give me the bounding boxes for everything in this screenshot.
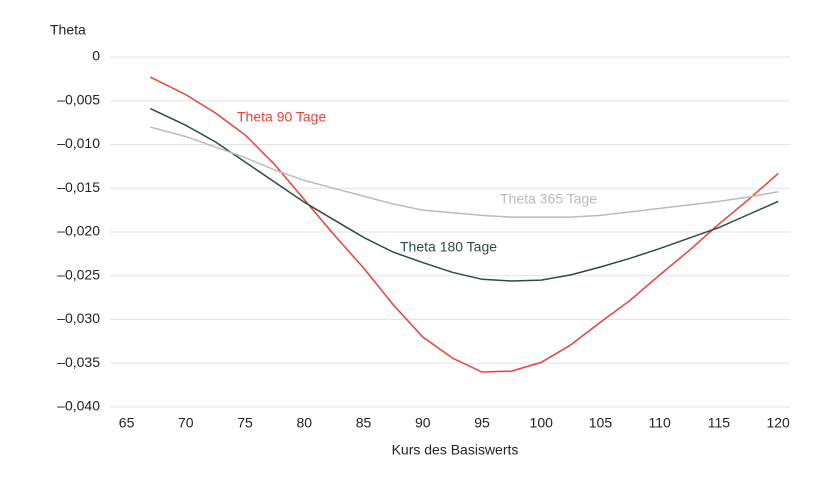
x-tick-label: 80 — [296, 415, 312, 431]
y-tick-label: –0,025 — [57, 266, 100, 282]
y-tick-label: –0,020 — [57, 223, 100, 239]
x-tick-label: 95 — [474, 415, 490, 431]
x-tick-label: 90 — [415, 415, 431, 431]
y-tick-label: –0,030 — [57, 310, 100, 326]
y-tick-label: –0,005 — [57, 91, 100, 107]
series-label: Theta 365 Tage — [500, 191, 597, 207]
y-tick-label: 0 — [92, 48, 100, 64]
line — [150, 126, 779, 218]
line — [149, 107, 779, 282]
x-tick-label: 110 — [649, 415, 672, 431]
y-tick-label: –0,040 — [57, 398, 100, 414]
y-tick-label: –0,010 — [57, 135, 100, 151]
x-tick-label: 100 — [530, 415, 554, 431]
x-axis-label: Kurs des Basiswerts — [392, 442, 519, 458]
x-tick-label: 120 — [766, 415, 790, 431]
x-tick-label: 75 — [237, 415, 253, 431]
x-tick-label: 115 — [708, 415, 731, 431]
x-tick-label: 65 — [119, 415, 135, 431]
y-axis-label: Theta — [50, 22, 86, 38]
x-tick-label: 105 — [589, 415, 613, 431]
line — [149, 76, 779, 373]
y-tick-label: –0,015 — [57, 179, 100, 195]
x-tick-label: 85 — [356, 415, 372, 431]
y-tick-label: –0,035 — [57, 354, 100, 370]
x-tick-label: 70 — [178, 415, 194, 431]
series-label: Theta 90 Tage — [237, 109, 326, 125]
series-label: Theta 180 Tage — [400, 239, 497, 255]
